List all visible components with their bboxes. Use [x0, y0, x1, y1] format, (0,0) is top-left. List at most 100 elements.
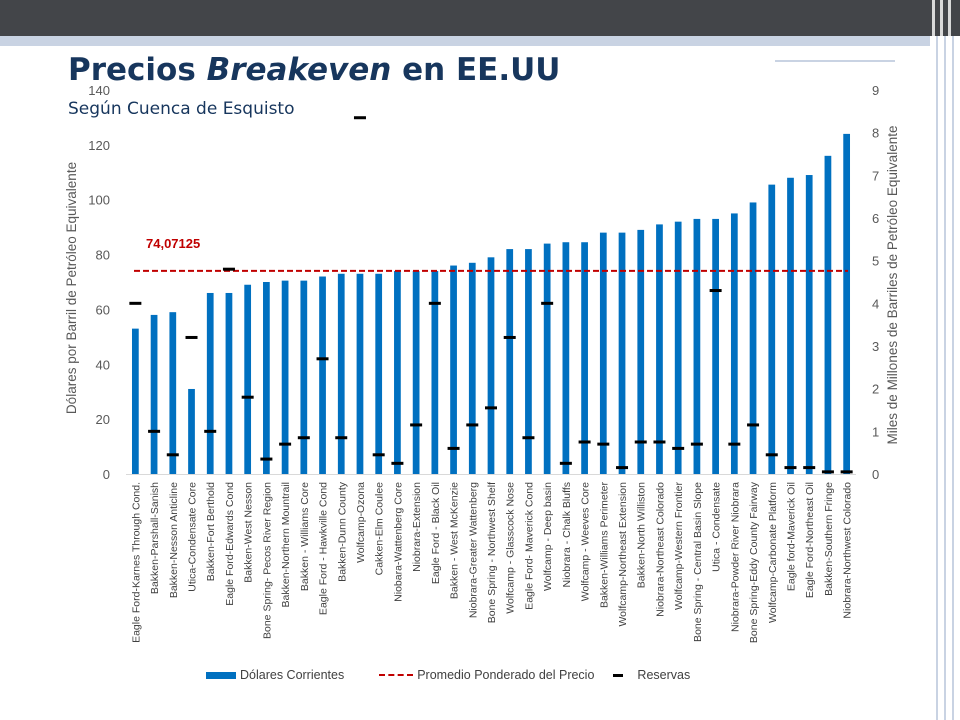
- y-tick-label: 40: [96, 357, 110, 372]
- bar: [375, 273, 383, 474]
- page-title: Precios Breakeven en EE.UU: [68, 52, 560, 88]
- reserves-marker: [447, 446, 460, 450]
- x-tick-label: Niobrara-Extension: [411, 482, 423, 572]
- bar: [562, 242, 570, 474]
- reserves-marker: [784, 466, 797, 470]
- legend-label-reservas: Reservas: [637, 668, 691, 682]
- legend-swatch-bar: [206, 671, 236, 679]
- x-tick-label: Wolfcamp-Carbonate Platform: [767, 482, 779, 623]
- right-rails: [930, 36, 960, 720]
- reserves-marker: [672, 446, 685, 450]
- legend-swatch-marker: [613, 673, 624, 677]
- bar: [131, 328, 139, 474]
- bar: [412, 271, 420, 474]
- reserves-marker: [353, 116, 366, 120]
- x-tick-label: Wolfcamp - Deep basin: [542, 482, 554, 591]
- reserves-marker: [335, 436, 348, 440]
- bar: [768, 184, 776, 474]
- reserves-marker: [129, 301, 142, 305]
- bar: [805, 175, 813, 474]
- reserves-marker: [485, 406, 497, 410]
- reserves-marker: [616, 466, 629, 470]
- bar: [206, 292, 214, 474]
- y2-tick-label: 1: [872, 424, 879, 439]
- reserves-marker: [185, 335, 198, 339]
- bar: [487, 257, 495, 474]
- bar: [506, 249, 514, 474]
- bar: [674, 221, 682, 474]
- reserves-marker: [316, 357, 329, 361]
- x-tick-label: Wolfcamp-Ozona: [355, 482, 367, 563]
- reserves-marker: [428, 301, 441, 305]
- bar: [637, 229, 645, 474]
- y-tick-label: 120: [88, 138, 110, 153]
- x-tick-label: Bakken - West McKenzie: [449, 482, 461, 599]
- bar: [263, 282, 270, 474]
- legend-item-dolares: Dólares Corrientes: [206, 668, 344, 682]
- y2-tick-label: 7: [872, 168, 879, 183]
- x-tick-label: Niobrara-Greater Wattenberg: [467, 482, 479, 618]
- bar: [150, 314, 158, 474]
- header-band: [0, 36, 930, 46]
- average-label: 74,07125: [146, 236, 200, 251]
- bar: [188, 388, 195, 474]
- reserves-marker: [503, 335, 516, 339]
- y2-tick-label: 0: [872, 467, 879, 482]
- reserves-marker: [279, 442, 292, 446]
- x-tick-label: Bakken-Parshall-Sanish: [149, 482, 161, 594]
- bar: [656, 224, 663, 474]
- x-tick-label: Wolfcamp - Glasscock Nose: [505, 482, 517, 614]
- x-tick-label: Eagle Ford-Karnes Through Cond.: [130, 482, 142, 643]
- reserves-marker: [559, 461, 572, 465]
- x-tick-label: Eagle Ford-Northeast Oil: [804, 482, 816, 598]
- bar: [300, 280, 308, 474]
- y2-tick-label: 5: [872, 254, 879, 269]
- reserves-marker: [372, 453, 385, 457]
- x-tick-label: Niobrara-Powder River Niobrara: [729, 482, 741, 632]
- legend-label-dolares: Dólares Corrientes: [240, 668, 345, 682]
- reserves-marker: [803, 466, 816, 470]
- reserves-marker: [634, 440, 647, 444]
- y-tick-label: 20: [96, 412, 110, 427]
- reserves-marker: [148, 429, 161, 433]
- x-tick-label: Bakken - Williams Core: [299, 482, 311, 591]
- x-tick-label: Bone Spring- Pecos River Region: [261, 482, 273, 639]
- bar: [730, 213, 738, 474]
- x-tick-label: Bone Spring - Central Basin Slope: [692, 482, 704, 642]
- bar: [581, 242, 588, 474]
- bar: [599, 232, 607, 474]
- bar: [319, 276, 326, 474]
- bar: [431, 271, 439, 474]
- x-tick-label: Bakken-Nesson Anticline: [168, 482, 180, 598]
- reserves-marker: [522, 436, 535, 440]
- bar: [824, 155, 832, 475]
- x-tick-label: Utica - Condensate: [711, 482, 723, 572]
- x-tick-label: Bone Spring-Eddy County Fairway: [748, 481, 760, 643]
- reserves-marker: [821, 470, 834, 474]
- bar: [468, 262, 476, 474]
- y2-tick-label: 3: [872, 339, 879, 354]
- top-bar: [0, 0, 960, 36]
- x-tick-label: Niobrara-Northeast Colorado: [655, 482, 667, 617]
- bar: [225, 292, 233, 474]
- title-rest: en EE.UU: [402, 52, 561, 88]
- x-tick-label: Niobara-Wattenberg Core: [392, 482, 404, 602]
- bar: [244, 284, 252, 474]
- x-tick-label: Bone Spring - Northwest Shelf: [486, 482, 498, 623]
- reserves-marker: [653, 440, 666, 444]
- legend-item-promedio: Promedio Ponderado del Precio: [379, 668, 594, 682]
- bar: [281, 280, 289, 474]
- x-tick-label: Bakken-West Nesson: [243, 482, 255, 583]
- reserves-marker: [597, 442, 610, 446]
- chart-axes: 0 20 40 60 80 100 120 140 0 1 2 3 4 5 6 7 8 9: [88, 83, 879, 482]
- chart-legend: Dólares Corrientes Promedio Ponderado de…: [206, 666, 695, 684]
- bar: [543, 243, 551, 474]
- title-italic: Breakeven: [206, 52, 392, 88]
- x-tick-label: Wolfcamp-Northeast Extension: [617, 482, 629, 627]
- reserves-marker: [391, 461, 404, 465]
- reserves-marker: [166, 453, 179, 457]
- y-tick-label: 0: [103, 467, 110, 482]
- y2-tick-label: 6: [872, 211, 879, 226]
- title-plain: Precios: [68, 52, 196, 88]
